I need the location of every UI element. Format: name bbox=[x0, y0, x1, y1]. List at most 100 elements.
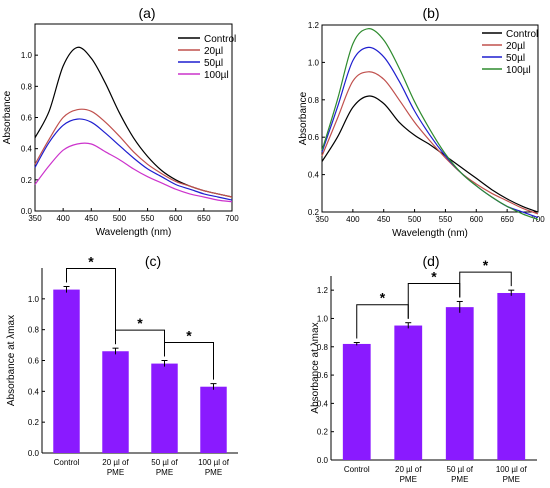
y-tick-label: 0.6 bbox=[21, 114, 33, 123]
series-line-1 bbox=[321, 95, 539, 213]
series-line-1 bbox=[34, 46, 233, 198]
bar bbox=[151, 363, 178, 453]
category-label: 20 µl of bbox=[102, 458, 129, 467]
series-line-4 bbox=[321, 28, 539, 221]
y-tick-label: 0.6 bbox=[308, 133, 320, 142]
y-tick-label: 0.4 bbox=[308, 171, 320, 180]
y-tick-label: 0.6 bbox=[28, 357, 40, 366]
bar bbox=[497, 292, 526, 460]
significance-star: * bbox=[186, 328, 192, 344]
legend-label: 20µl bbox=[204, 46, 223, 57]
y-axis-title: Absorbance bbox=[298, 91, 309, 145]
y-tick-label: 1.2 bbox=[317, 286, 329, 295]
x-axis-title: Wavelength (nm) bbox=[392, 228, 468, 239]
category-label: 100 µl of bbox=[198, 458, 230, 467]
y-axis-title: Absorbance at λmax bbox=[310, 322, 321, 413]
y-tick-label: 0.4 bbox=[28, 387, 40, 396]
y-tick-label: 0.2 bbox=[317, 428, 329, 437]
significance-star: * bbox=[431, 268, 437, 284]
legend-label: 50µl bbox=[506, 53, 525, 64]
chart-panel-3: (c) 0.0 0.2 0.4 0.6 0.8 1.0 Absorbance at λmax C… bbox=[6, 253, 238, 477]
x-tick-label: 450 bbox=[85, 214, 99, 223]
y-tick-label: 0.8 bbox=[21, 82, 33, 91]
y-axis-title: Absorbance at λmax bbox=[6, 315, 17, 406]
series-line-4 bbox=[34, 142, 233, 203]
y-axis-title: Absorbance bbox=[2, 90, 13, 144]
x-tick-label: 700 bbox=[225, 214, 239, 223]
bar bbox=[200, 386, 227, 453]
x-tick-label: 400 bbox=[346, 215, 360, 224]
legend-label: Control bbox=[506, 29, 538, 40]
category-label: PME bbox=[451, 475, 468, 484]
x-tick-label: 550 bbox=[141, 214, 155, 223]
significance-bracket bbox=[164, 342, 214, 380]
plot-frame bbox=[34, 23, 233, 212]
bar bbox=[342, 343, 371, 460]
y-tick-label: 1.0 bbox=[317, 314, 329, 323]
x-tick-label: 700 bbox=[531, 215, 545, 224]
legend-label: 20µl bbox=[506, 41, 525, 52]
significance-bracket bbox=[459, 271, 512, 298]
category-label: PME bbox=[156, 468, 173, 477]
bar bbox=[394, 325, 423, 460]
x-axis-title: Wavelength (nm) bbox=[96, 227, 172, 238]
y-tick-label: 0.0 bbox=[21, 207, 33, 216]
y-tick-label: 0.0 bbox=[28, 449, 40, 458]
legend-label: Control bbox=[204, 34, 236, 45]
y-tick-label: 1.0 bbox=[21, 51, 33, 60]
y-tick-label: 0.4 bbox=[317, 399, 329, 408]
category-label: Control bbox=[54, 458, 80, 467]
x-tick-label: 500 bbox=[408, 215, 422, 224]
category-label: 100 µl of bbox=[496, 465, 528, 474]
x-tick-label: 350 bbox=[28, 214, 42, 223]
series-line-2 bbox=[321, 71, 539, 215]
x-tick-label: 500 bbox=[113, 214, 127, 223]
bar bbox=[102, 351, 129, 453]
y-tick-label: 0.4 bbox=[21, 145, 33, 154]
significance-bracket bbox=[66, 268, 116, 345]
category-label: PME bbox=[205, 468, 222, 477]
significance-star: * bbox=[380, 290, 386, 306]
legend-label: 100µl bbox=[204, 70, 229, 81]
y-tick-label: 1.0 bbox=[308, 58, 320, 67]
panel-label: (a) bbox=[138, 5, 155, 21]
category-label: PME bbox=[503, 475, 520, 484]
category-label: PME bbox=[107, 468, 124, 477]
y-tick-label: 0.2 bbox=[308, 208, 320, 217]
significance-star: * bbox=[137, 315, 143, 331]
y-tick-label: 0.2 bbox=[21, 176, 33, 185]
category-label: Control bbox=[344, 465, 370, 474]
legend-label: 50µl bbox=[204, 58, 223, 69]
significance-star: * bbox=[483, 257, 489, 273]
x-tick-label: 600 bbox=[470, 215, 484, 224]
chart-panel-1: (a) 0.0 0.2 0.4 0.6 0.8 1.0 Absorbance 350 400 450… bbox=[2, 5, 239, 238]
plot-frame bbox=[321, 24, 539, 213]
x-tick-label: 600 bbox=[169, 214, 183, 223]
series-line-2 bbox=[34, 108, 233, 198]
panel-label: (d) bbox=[422, 253, 439, 269]
legend-label: 100µl bbox=[506, 65, 531, 76]
y-tick-label: 0.8 bbox=[317, 343, 329, 352]
category-label: PME bbox=[400, 475, 417, 484]
x-tick-label: 650 bbox=[197, 214, 211, 223]
panel-label: (c) bbox=[145, 253, 161, 269]
series-line-3 bbox=[34, 118, 233, 201]
chart-panel-2: (b) 0.2 0.4 0.6 0.8 1.0 1.2 Absorbance 350 400 450… bbox=[298, 5, 545, 239]
y-tick-label: 0.2 bbox=[28, 418, 40, 427]
significance-star: * bbox=[88, 254, 94, 270]
x-tick-label: 400 bbox=[56, 214, 70, 223]
x-tick-label: 650 bbox=[500, 215, 514, 224]
bar bbox=[53, 289, 80, 453]
x-tick-label: 350 bbox=[315, 215, 329, 224]
y-tick-label: 0.6 bbox=[317, 371, 329, 380]
y-tick-label: 0.8 bbox=[28, 326, 40, 335]
category-label: 50 µl of bbox=[447, 465, 474, 474]
y-tick-label: 0.8 bbox=[308, 96, 320, 105]
panel-label: (b) bbox=[422, 5, 439, 21]
y-tick-label: 1.2 bbox=[308, 21, 320, 30]
y-tick-label: 0.0 bbox=[317, 456, 329, 465]
category-label: 20 µl of bbox=[395, 465, 422, 474]
bar bbox=[445, 307, 474, 460]
x-tick-label: 450 bbox=[377, 215, 391, 224]
